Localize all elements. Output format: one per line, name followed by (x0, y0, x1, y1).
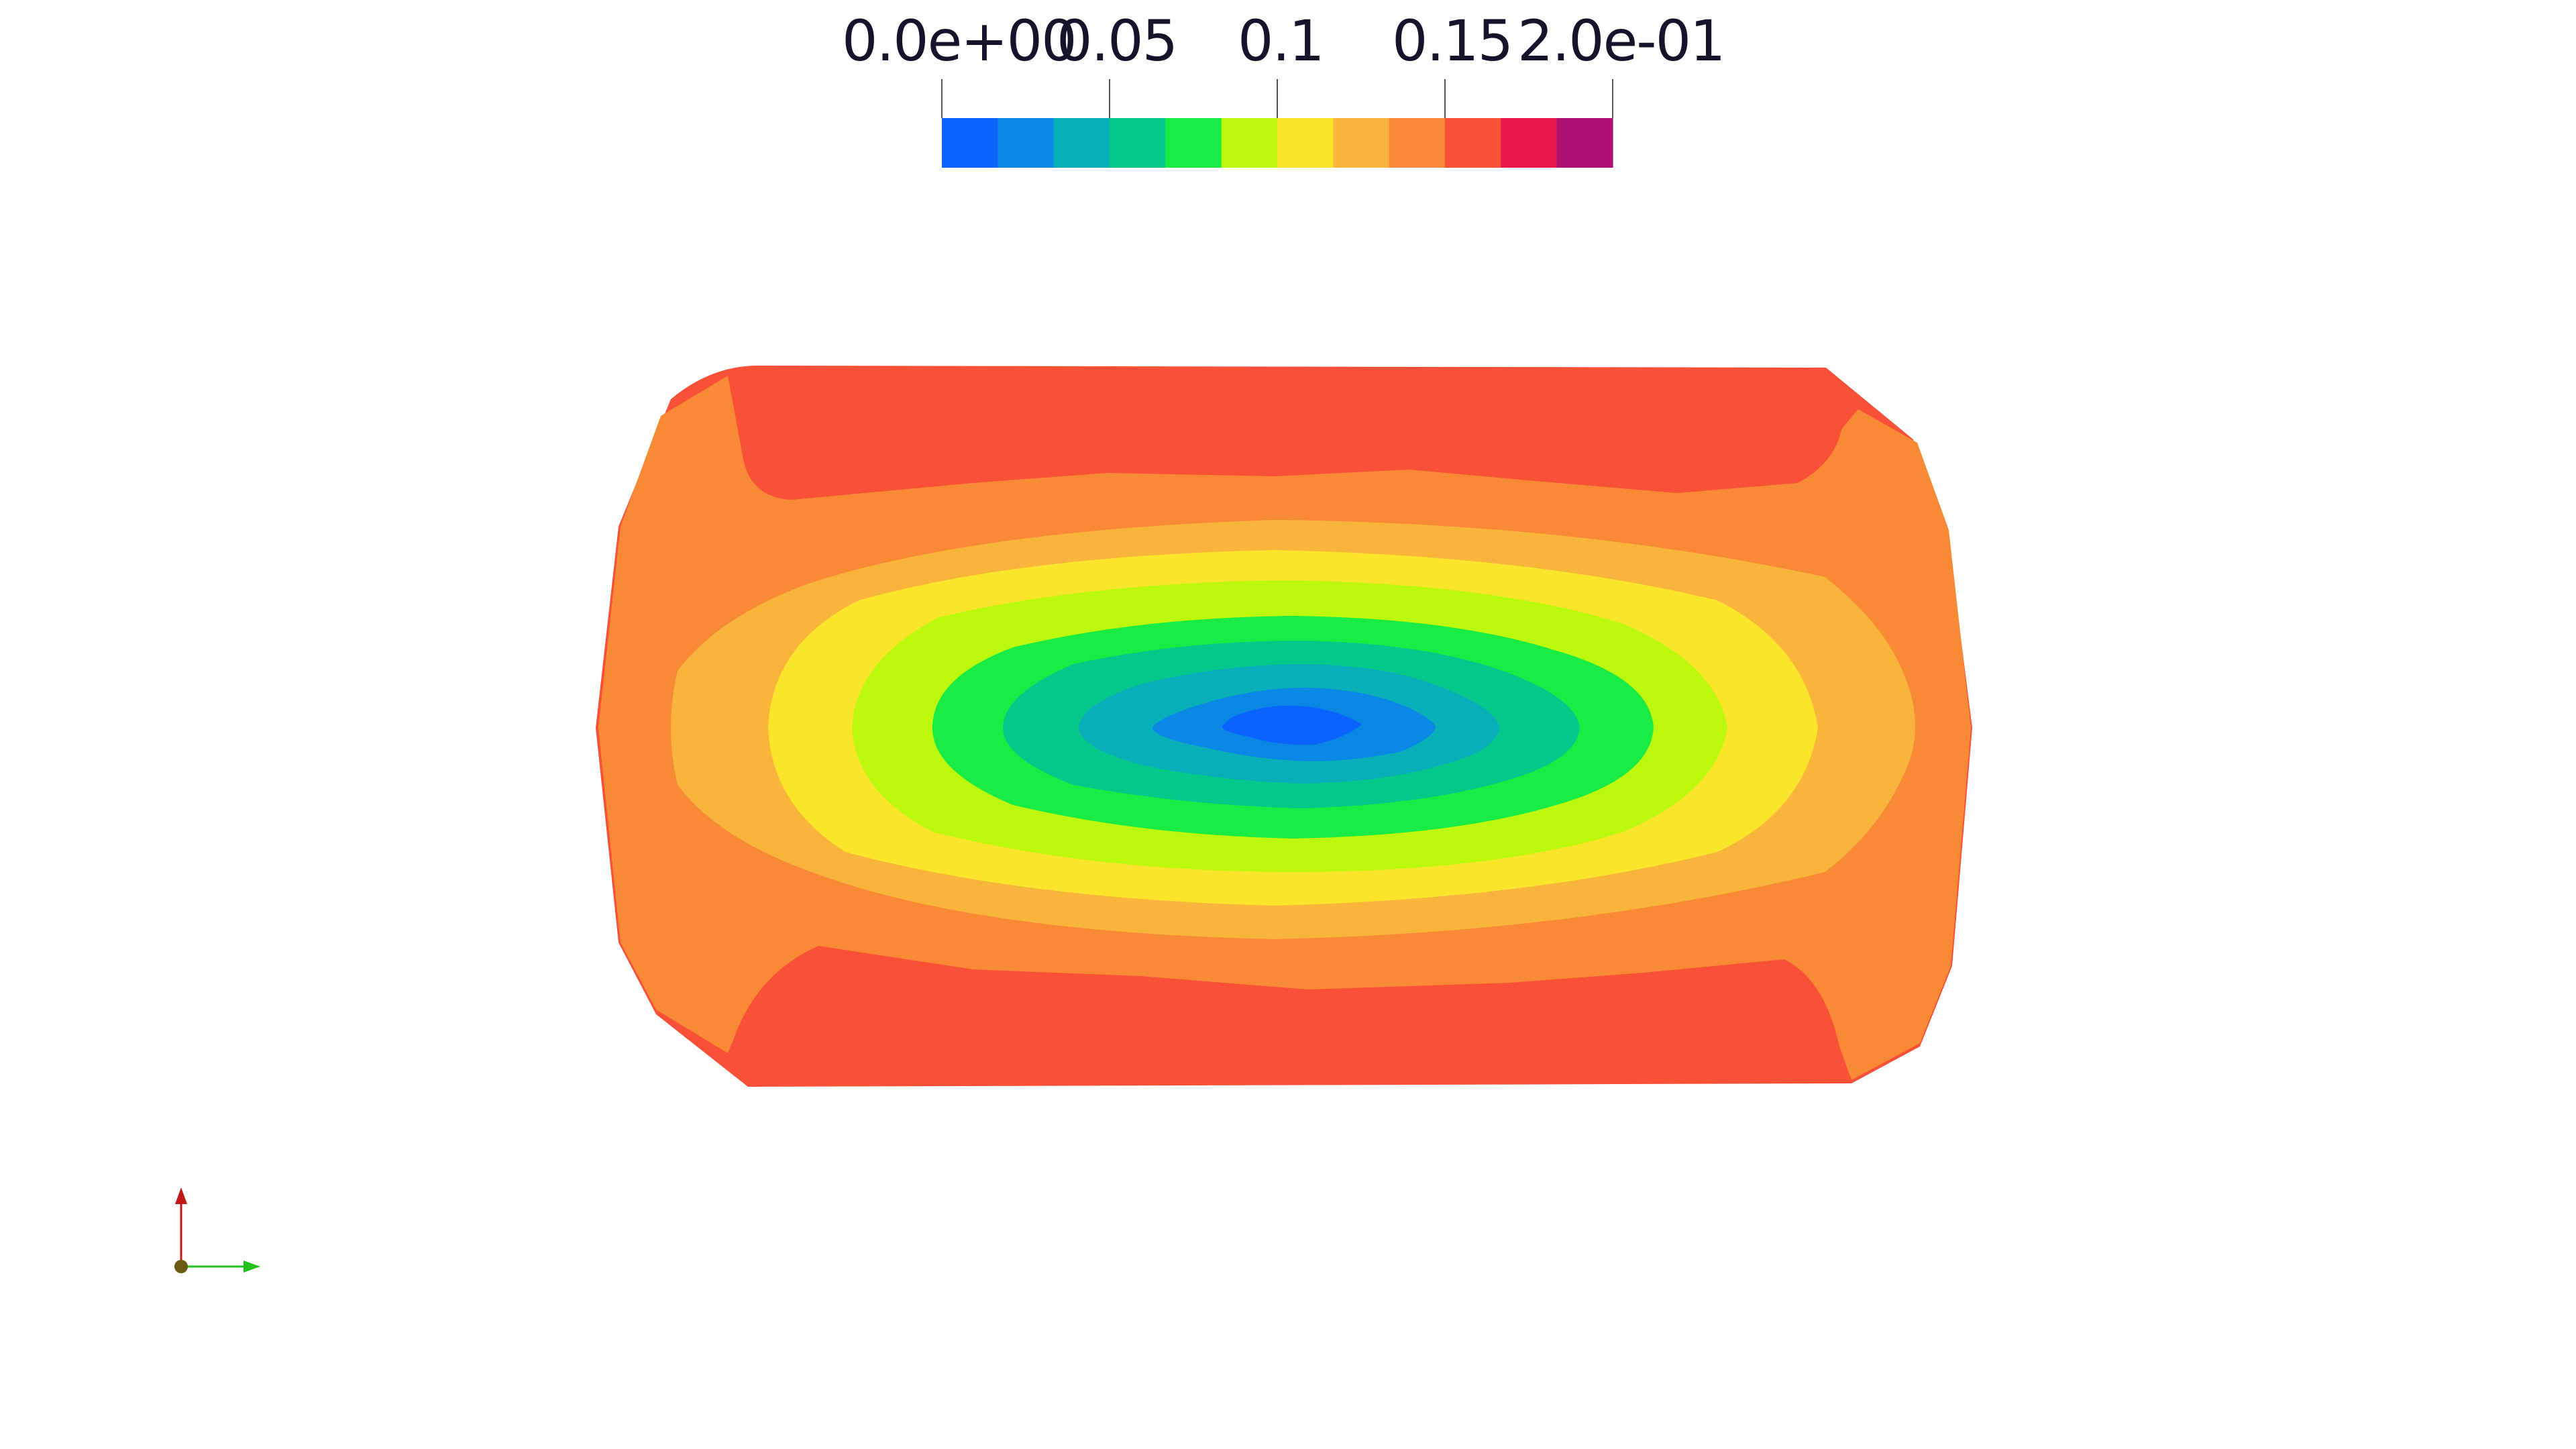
x-axis-arrowhead (244, 1260, 260, 1273)
colorbar-swatch (1501, 118, 1558, 168)
colorbar-label-min: 0.0e+00 (842, 8, 1077, 74)
colorbar-swatch (1053, 118, 1110, 168)
colorbar-label-0-05: 0.05 (1057, 8, 1178, 74)
colorbar-swatch (1333, 118, 1390, 168)
contour-band-core (1222, 705, 1362, 745)
colorbar-label-0-1: 0.1 (1238, 8, 1325, 74)
colorbar-swatch (1445, 118, 1501, 168)
scalar-field-plot (596, 366, 1972, 1087)
colorbar-swatch (1165, 118, 1222, 168)
colorbar (941, 79, 1613, 168)
colorbar-label-max: 2.0e-01 (1517, 8, 1725, 74)
colorbar-swatch (1389, 118, 1446, 168)
colorbar-label-0-15: 0.15 (1392, 8, 1513, 74)
colorbar-swatch (942, 118, 998, 168)
colorbar-swatch (1277, 118, 1334, 168)
y-axis-arrowhead (175, 1187, 187, 1204)
colorbar-swatch (998, 118, 1055, 168)
colorbar-swatch (1221, 118, 1278, 168)
colorbar-swatch (1110, 118, 1166, 168)
axes-origin-dot (174, 1260, 188, 1273)
colorbar-swatch (1556, 118, 1613, 168)
colorbar-swatches (942, 118, 1613, 168)
orientation-axes (174, 1187, 260, 1273)
colorbar-ticks (941, 79, 1613, 118)
